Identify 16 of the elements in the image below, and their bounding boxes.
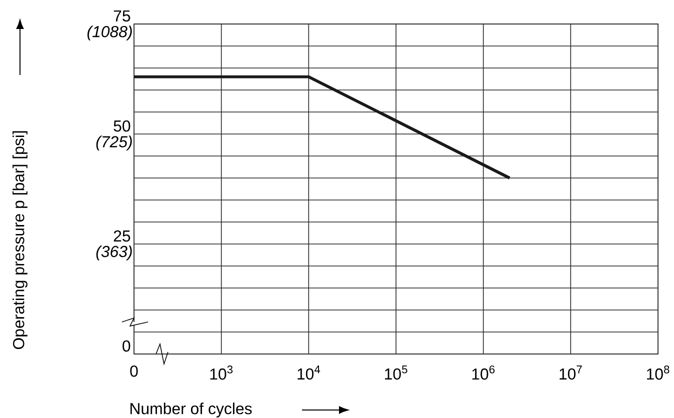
x-tick-label: 10$^{4}$ xyxy=(298,366,320,380)
y2-tick-label: 75 xyxy=(114,10,130,22)
y-axis-title: Operating pressure p [bar] [psi] xyxy=(12,131,28,350)
y2-tick-label: 25 xyxy=(114,230,130,242)
x-tick-label: 10$^{8}$ xyxy=(647,366,670,380)
y-tick-label: (725) xyxy=(96,136,132,151)
x-axis-title: Number of cycles xyxy=(130,402,252,418)
y-tick-label: (1088) xyxy=(87,26,132,40)
y-tick-label: (363) xyxy=(96,245,132,260)
y2-tick-label: 0 xyxy=(122,340,130,352)
x-tick-label: 10$^{6}$ xyxy=(472,366,495,380)
x-tick-label: 10$^{7}$ xyxy=(560,366,582,380)
y2-tick-label: 50 xyxy=(114,120,130,132)
x-tick-label: 0 xyxy=(130,366,138,377)
x-tick-label: 10$^{3}$ xyxy=(210,366,233,380)
x-tick-label: 10$^{5}$ xyxy=(385,366,408,380)
